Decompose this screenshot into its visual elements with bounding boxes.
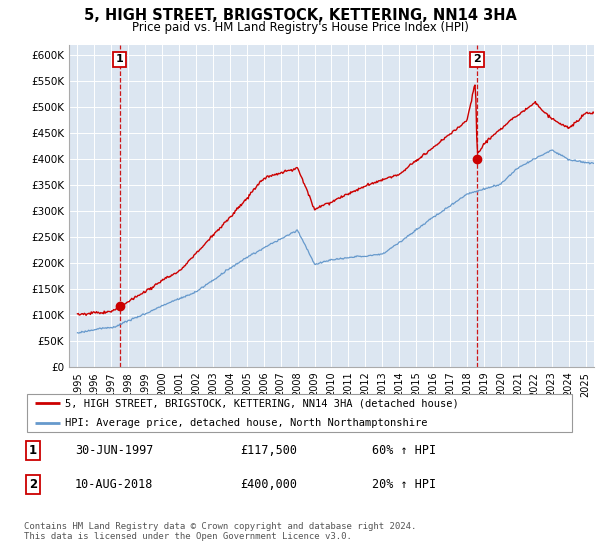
Text: 60% ↑ HPI: 60% ↑ HPI [372, 444, 436, 458]
Text: 2: 2 [29, 478, 37, 491]
Text: 1: 1 [29, 444, 37, 458]
Text: 5, HIGH STREET, BRIGSTOCK, KETTERING, NN14 3HA (detached house): 5, HIGH STREET, BRIGSTOCK, KETTERING, NN… [65, 398, 459, 408]
Text: HPI: Average price, detached house, North Northamptonshire: HPI: Average price, detached house, Nort… [65, 418, 428, 428]
Text: 30-JUN-1997: 30-JUN-1997 [75, 444, 154, 458]
Text: £117,500: £117,500 [240, 444, 297, 458]
Text: Contains HM Land Registry data © Crown copyright and database right 2024.
This d: Contains HM Land Registry data © Crown c… [24, 522, 416, 542]
Text: 10-AUG-2018: 10-AUG-2018 [75, 478, 154, 491]
Text: 5, HIGH STREET, BRIGSTOCK, KETTERING, NN14 3HA: 5, HIGH STREET, BRIGSTOCK, KETTERING, NN… [83, 8, 517, 24]
Text: 1: 1 [116, 54, 124, 64]
Text: 2: 2 [473, 54, 481, 64]
FancyBboxPatch shape [27, 394, 572, 432]
Text: 20% ↑ HPI: 20% ↑ HPI [372, 478, 436, 491]
Text: Price paid vs. HM Land Registry's House Price Index (HPI): Price paid vs. HM Land Registry's House … [131, 21, 469, 34]
Text: £400,000: £400,000 [240, 478, 297, 491]
